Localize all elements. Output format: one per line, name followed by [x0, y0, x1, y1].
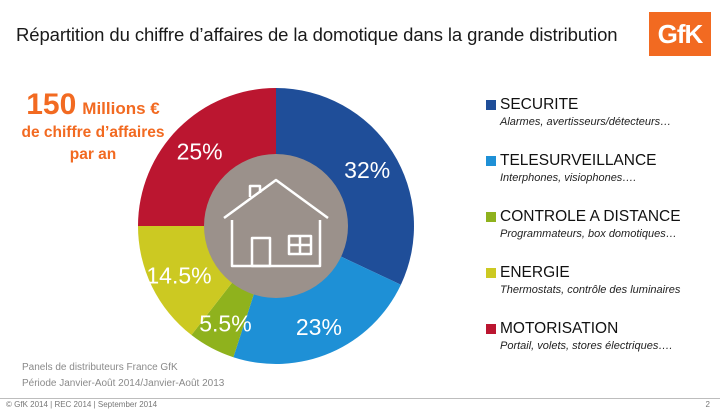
- legend-item-energie: ENERGIE Thermostats, contrôle des lumina…: [486, 264, 716, 320]
- slice-label: 14.5%: [146, 263, 211, 289]
- legend-description: Programmateurs, box domotiques…: [500, 228, 677, 240]
- slice-label: 32%: [344, 157, 390, 183]
- legend-swatch: [486, 212, 496, 222]
- donut-hole: [204, 154, 348, 298]
- source-line-2: Période Janvier-Août 2014/Janvier-Août 2…: [22, 378, 225, 389]
- kpi-block: 150 Millions € de chiffre d’affaires par …: [8, 88, 178, 166]
- legend-item-motorisation: MOTORISATION Portail, volets, stores éle…: [486, 320, 716, 376]
- legend: SECURITE Alarmes, avertisseurs/détecteur…: [486, 96, 716, 376]
- legend-item-telesurveillance: TELESURVEILLANCE Interphones, visiophone…: [486, 152, 716, 208]
- legend-label: MOTORISATION: [500, 320, 619, 337]
- source-note: Panels de distributeurs France GfK Pério…: [22, 360, 224, 392]
- footer-copyright: © GfK 2014 | REC 2014 | September 2014: [6, 400, 158, 409]
- legend-label: SECURITE: [500, 96, 579, 113]
- legend-swatch: [486, 324, 496, 334]
- kpi-value: 150: [26, 88, 77, 121]
- kpi-unit: Millions €: [82, 99, 160, 118]
- kpi-line-2: de chiffre d’affaires: [21, 124, 165, 141]
- legend-item-controle-a-distance: CONTROLE A DISTANCE Programmateurs, box …: [486, 208, 716, 264]
- legend-description: Thermostats, contrôle des luminaires: [500, 284, 681, 296]
- house-icon: [223, 178, 329, 268]
- legend-label: TELESURVEILLANCE: [500, 152, 657, 169]
- source-line-1: Panels de distributeurs France GfK: [22, 362, 178, 373]
- page-number: 2: [705, 400, 710, 409]
- legend-description: Alarmes, avertisseurs/détecteurs…: [500, 116, 672, 128]
- legend-description: Portail, volets, stores électriques….: [500, 340, 673, 352]
- slice-label: 5.5%: [199, 310, 251, 336]
- kpi-line-3: par an: [69, 146, 117, 163]
- gfk-logo: GfK: [649, 12, 711, 56]
- legend-swatch: [486, 156, 496, 166]
- legend-label: CONTROLE A DISTANCE: [500, 208, 681, 225]
- slice-label: 25%: [177, 139, 223, 165]
- page-title: Répartition du chiffre d’affaires de la …: [16, 24, 618, 45]
- footer-divider: [0, 398, 720, 399]
- legend-swatch: [486, 268, 496, 278]
- slice-label: 23%: [296, 314, 342, 340]
- legend-label: ENERGIE: [500, 264, 570, 281]
- legend-item-securite: SECURITE Alarmes, avertisseurs/détecteur…: [486, 96, 716, 152]
- legend-description: Interphones, visiophones….: [500, 172, 637, 184]
- legend-swatch: [486, 100, 496, 110]
